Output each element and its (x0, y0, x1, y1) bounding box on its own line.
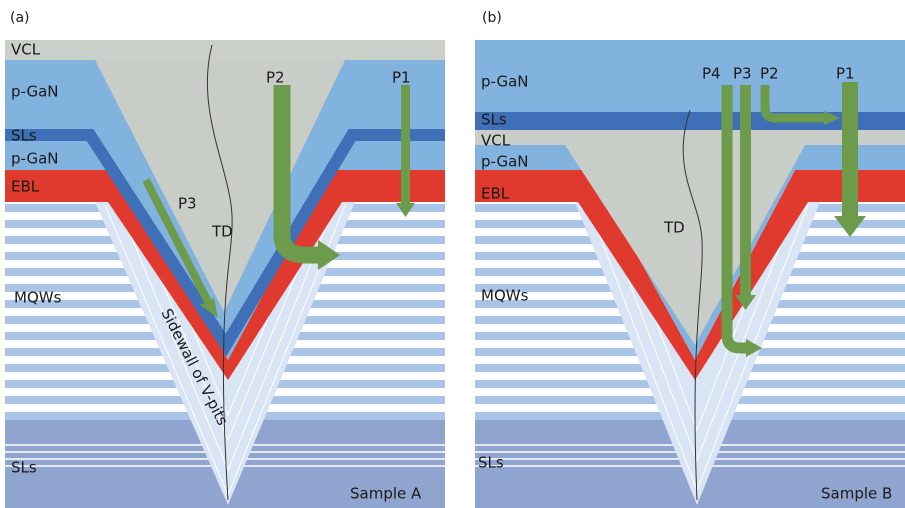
panel-tag: (a) (10, 10, 30, 26)
layer-label: p-GaN (11, 83, 59, 101)
sample-label: Sample A (350, 485, 422, 503)
path-label: P1 (836, 65, 855, 83)
td-label: TD (211, 223, 233, 241)
layer-label: SLs (481, 111, 507, 129)
path-label: P1 (392, 69, 411, 87)
path-label: P3 (178, 195, 197, 213)
panel-a (5, 40, 445, 508)
path-label: P4 (702, 65, 721, 83)
layer-label: VCL (481, 132, 511, 150)
layer-label: SLs (478, 454, 504, 472)
layer-label: EBL (481, 185, 510, 203)
layer-label: SLs (11, 459, 37, 477)
layer-label: p-GaN (11, 150, 59, 168)
layer-label: MQWs (14, 289, 62, 307)
path-label: P2 (760, 65, 779, 83)
path-label: P3 (733, 65, 752, 83)
layer-label: MQWs (481, 287, 529, 305)
sample-label: Sample B (821, 485, 892, 503)
panel-tag: (b) (482, 10, 502, 26)
td-label: TD (663, 219, 685, 237)
layer-label: EBL (11, 178, 40, 196)
layer-label: p-GaN (481, 73, 529, 91)
layer-label: p-GaN (481, 153, 529, 171)
path-label: P2 (266, 69, 285, 87)
layer-label: VCL (11, 41, 41, 59)
panel-b (475, 40, 905, 508)
figure: (a) VCL p-GaN SLs p-GaN EBL MQWs SLs P1 P2 P3 TD Sam… (0, 0, 905, 508)
layer-label: SLs (11, 127, 37, 145)
